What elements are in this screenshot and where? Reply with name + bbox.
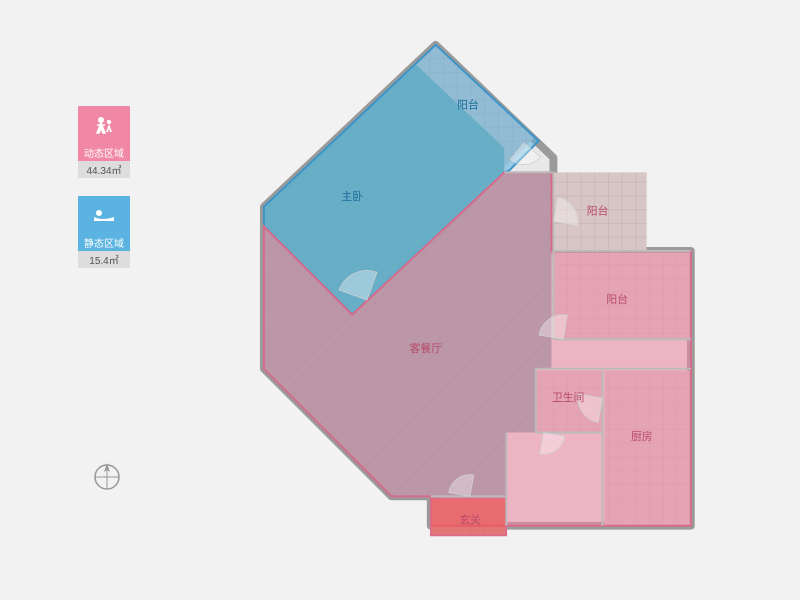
legend-static-label: 静态区域 [78,234,130,251]
compass-icon [90,460,124,499]
svg-text:客餐厅: 客餐厅 [410,342,443,355]
svg-text:阳台: 阳台 [587,205,609,218]
legend-dynamic-value: 44.34㎡ [78,161,130,178]
floorplan-diagram: 主卧阳台客餐厅阳台阳台卫生间厨房玄关 [200,35,740,565]
svg-text:卫生间: 卫生间 [552,391,584,404]
legend-dynamic: 动态区域 44.34㎡ [78,106,130,178]
legend-static-icon-box [78,196,130,234]
legend-dynamic-icon-box [78,106,130,144]
svg-text:玄关: 玄关 [459,514,481,527]
legend-static-value: 15.4㎡ [78,251,130,268]
svg-text:阳台: 阳台 [457,99,479,112]
legend: 动态区域 44.34㎡ 静态区域 15.4㎡ [78,106,130,286]
legend-static: 静态区域 15.4㎡ [78,196,130,268]
svg-text:厨房: 厨房 [631,430,653,443]
sleeping-icon [92,207,116,223]
svg-text:主卧: 主卧 [341,190,363,203]
legend-dynamic-label: 动态区域 [78,144,130,161]
svg-text:阳台: 阳台 [606,293,628,306]
people-icon [93,115,115,135]
